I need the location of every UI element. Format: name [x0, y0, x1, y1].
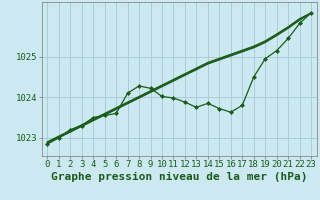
X-axis label: Graphe pression niveau de la mer (hPa): Graphe pression niveau de la mer (hPa)	[51, 172, 308, 182]
